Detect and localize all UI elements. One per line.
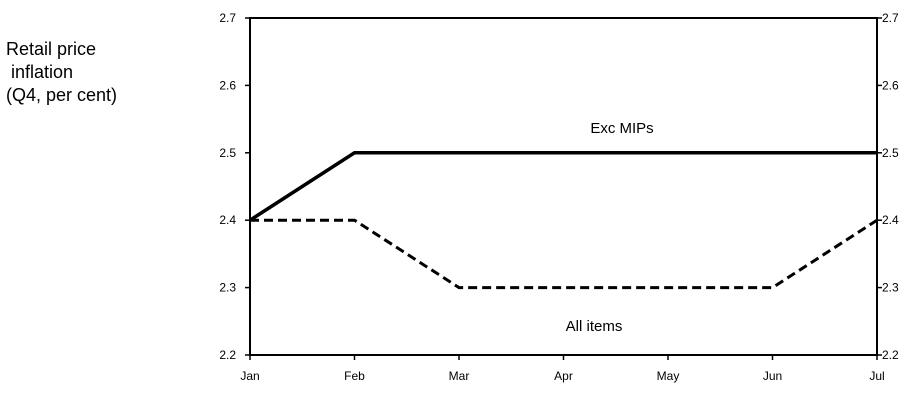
series-lines	[249, 151, 878, 290]
y-tick-label-left: 2.7	[219, 11, 236, 25]
y-tick-label-left: 2.4	[219, 213, 236, 227]
x-tick-label: Apr	[554, 369, 573, 383]
y-tick-label-right: 2.7	[882, 11, 899, 25]
series-label-all-items: All items	[566, 318, 623, 335]
left-axis-ticks: 2.2 2.3 2.4 2.5 2.6 2.7	[219, 11, 250, 362]
series-label-exc-mips: Exc MIPs	[590, 120, 653, 137]
y-tick-label-right: 2.4	[882, 213, 899, 227]
x-tick-label: Jan	[240, 369, 259, 383]
y-tick-label-right: 2.3	[882, 281, 899, 295]
y-tick-label-right: 2.5	[882, 146, 899, 160]
x-tick-label: Jul	[869, 369, 884, 383]
x-tick-label: Mar	[449, 369, 470, 383]
y-tick-label-left: 2.5	[219, 146, 236, 160]
right-axis-ticks: 2.2 2.3 2.4 2.5 2.6 2.7	[877, 11, 899, 362]
x-tick-label: Jun	[763, 369, 782, 383]
y-tick-label-right: 2.6	[882, 78, 899, 92]
series-line-all-items	[250, 218, 878, 290]
x-axis-ticks: Jan Feb Mar Apr May Jun Jul	[240, 355, 885, 383]
y-tick-label-right: 2.2	[882, 348, 899, 362]
plot-frame	[249, 17, 878, 356]
y-tick-label-left: 2.6	[219, 78, 236, 92]
x-tick-label: May	[657, 369, 680, 383]
x-tick-label: Feb	[344, 369, 365, 383]
y-axis-label: Retail price inflation (Q4, per cent)	[6, 39, 118, 105]
series-line-exc-mips	[249, 151, 877, 222]
y-tick-label-left: 2.3	[219, 281, 236, 295]
y-tick-label-left: 2.2	[219, 348, 236, 362]
